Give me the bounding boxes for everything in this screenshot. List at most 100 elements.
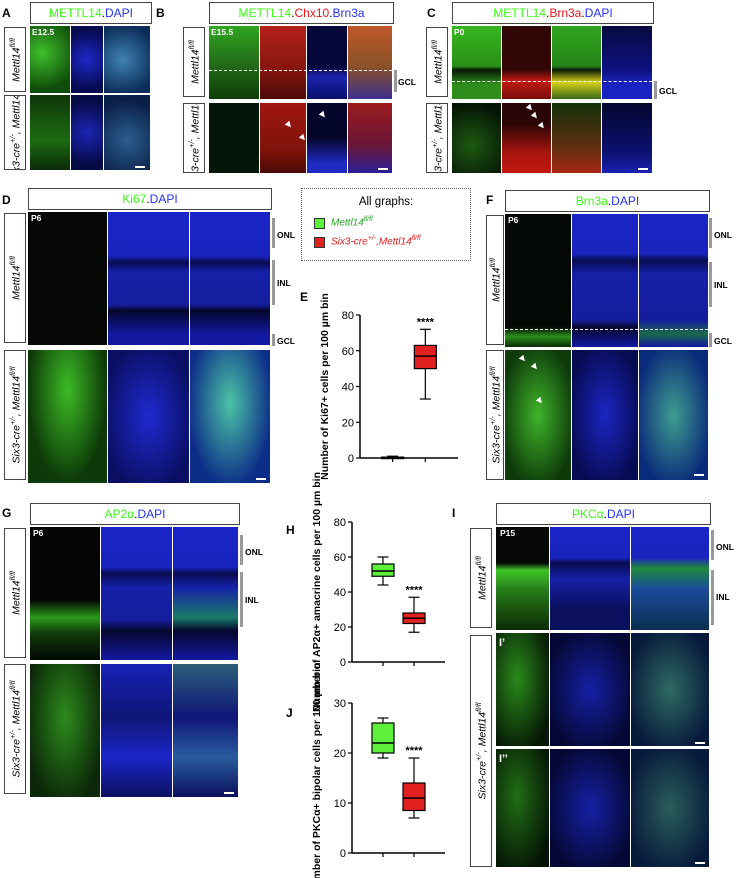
micrograph-i-3 xyxy=(631,527,709,630)
legend-title: All graphs: xyxy=(358,196,414,208)
micrograph-a-2 xyxy=(71,26,103,93)
layer-label-d-onl: ONL xyxy=(277,230,295,240)
header-segment: . xyxy=(603,507,607,521)
micrograph-b-5 xyxy=(209,103,259,173)
y-tick-label: 10 xyxy=(334,798,346,810)
genotype-i-control: Mettl14fl/fl xyxy=(470,528,492,628)
micrograph-b-2 xyxy=(260,26,306,99)
genotype-i-mutant: Six3-cre+/-, Mettl14fl/fl xyxy=(470,635,492,867)
micrograph-d-6 xyxy=(190,350,270,483)
layer-bar-f-gcl xyxy=(709,333,712,347)
micrograph-b-4 xyxy=(348,26,392,99)
layer-bar-f-onl xyxy=(709,218,712,248)
micrograph-i-5 xyxy=(550,633,630,746)
panel-b-header: METTL14.Chx10.Brn3a xyxy=(209,2,394,24)
scale-bar-a xyxy=(135,166,145,168)
micrograph-b-7 xyxy=(307,103,347,173)
scale-bar-i-1 xyxy=(695,742,705,744)
layer-label-i-onl: ONL xyxy=(716,542,734,552)
layer-bar-d-gcl xyxy=(272,334,275,346)
y-tick-label: 20 xyxy=(334,622,346,634)
header-segment: . xyxy=(146,192,150,206)
legend-box: All graphs: Mettl14fl/fl Six3-cre+/-,Met… xyxy=(301,188,471,261)
boundary-line-f xyxy=(505,329,708,330)
panel-i-header: PKCα.DAPI xyxy=(496,503,711,525)
layer-label-g-onl: ONL xyxy=(245,547,263,557)
y-tick-label: 60 xyxy=(342,346,354,358)
panel-c-header: METTL14.Brn3a.DAPI xyxy=(452,2,654,24)
y-tick-label: 60 xyxy=(334,552,346,564)
micrograph-a-1 xyxy=(30,26,70,93)
genotype-b-mutant: Six3-cre+/-, Mettl14fl/fl xyxy=(183,103,205,173)
boundary-line-c xyxy=(452,81,652,82)
micrograph-g-2 xyxy=(101,527,172,660)
micrograph-b-6 xyxy=(260,103,306,173)
micrograph-i-9 xyxy=(631,749,709,867)
panel-label-d: D xyxy=(2,193,11,207)
scale-bar-b xyxy=(378,168,388,170)
micrograph-c-1 xyxy=(452,26,501,99)
panel-g-header: AP2α.DAPI xyxy=(30,503,240,525)
micrograph-i-7 xyxy=(496,749,549,867)
header-segment: Brn3a xyxy=(332,6,365,20)
micrograph-d-1 xyxy=(28,212,107,345)
layer-bar-c xyxy=(654,81,657,99)
micrograph-d-5 xyxy=(108,350,189,483)
micrograph-f-1 xyxy=(505,214,571,347)
legend-swatch-control xyxy=(314,218,325,229)
genotype-f-control: Mettl14fl/fl xyxy=(486,215,504,345)
micrograph-a-5 xyxy=(71,95,103,170)
genotype-d-control: Mettl14fl/fl xyxy=(4,213,26,343)
box xyxy=(381,456,405,460)
layer-label-i-inl: INL xyxy=(716,592,730,602)
micrograph-i-8 xyxy=(550,749,630,867)
y-tick-label: 80 xyxy=(342,310,354,322)
layer-bar-d-inl xyxy=(272,260,275,305)
micrograph-d-3 xyxy=(190,212,270,345)
y-tick-label: 80 xyxy=(334,517,346,529)
box xyxy=(371,722,395,754)
micrograph-g-5 xyxy=(101,664,172,797)
stage-label-a: E12.5 xyxy=(32,27,55,37)
header-segment: DAPI xyxy=(584,6,613,20)
scale-bar-i-2 xyxy=(695,862,705,864)
y-axis-label: Number of PKCα+ bipolar cells per 100 µm… xyxy=(311,662,323,878)
panel-label-f: F xyxy=(486,193,494,207)
layer-label-b: GCL xyxy=(398,77,416,87)
significance-label: **** xyxy=(405,584,423,596)
box xyxy=(402,782,426,812)
header-segment: . xyxy=(291,6,295,20)
micrograph-i-4 xyxy=(496,633,549,746)
scale-bar-c xyxy=(638,168,648,170)
header-segment: DAPI xyxy=(105,6,134,20)
header-segment: DAPI xyxy=(137,507,166,521)
header-segment: DAPI xyxy=(611,194,640,208)
micrograph-b-8 xyxy=(348,103,392,173)
panel-label-i: I xyxy=(452,506,456,520)
header-segment: . xyxy=(101,6,105,20)
micrograph-c-2 xyxy=(502,26,551,99)
y-axis-label: Number of Ki67+ cells per 100 µm bin xyxy=(319,293,331,480)
micrograph-f-6 xyxy=(639,350,708,480)
stage-label-d: P6 xyxy=(31,213,42,223)
micrograph-i-1 xyxy=(496,527,549,630)
scale-bar-f xyxy=(694,474,704,476)
boundary-line-b xyxy=(209,70,392,71)
header-segment: AP2α xyxy=(104,507,135,521)
layer-label-f-inl: INL xyxy=(714,280,728,290)
header-segment: Ki67 xyxy=(122,192,147,206)
micrograph-f-5 xyxy=(572,350,638,480)
panel-label-g: G xyxy=(2,506,12,520)
sublabel-i-double-prime: I’’ xyxy=(499,753,508,765)
panel-label-h: H xyxy=(286,523,295,537)
stage-label-g: P6 xyxy=(33,528,44,538)
micrograph-a-6 xyxy=(104,95,150,170)
genotype-g-mutant: Six3-cre+/-, Mettl14fl/fl xyxy=(4,664,26,794)
legend-label-mutant: Six3-cre+/-,Mettl14fl/fl xyxy=(331,235,421,248)
micrograph-c-6 xyxy=(502,103,551,173)
panel-f-header: Brn3a.DAPI xyxy=(505,190,710,212)
micrograph-c-3 xyxy=(552,26,601,99)
header-segment: . xyxy=(581,6,585,20)
micrograph-b-1 xyxy=(209,26,259,99)
header-segment: Chx10 xyxy=(294,6,330,20)
